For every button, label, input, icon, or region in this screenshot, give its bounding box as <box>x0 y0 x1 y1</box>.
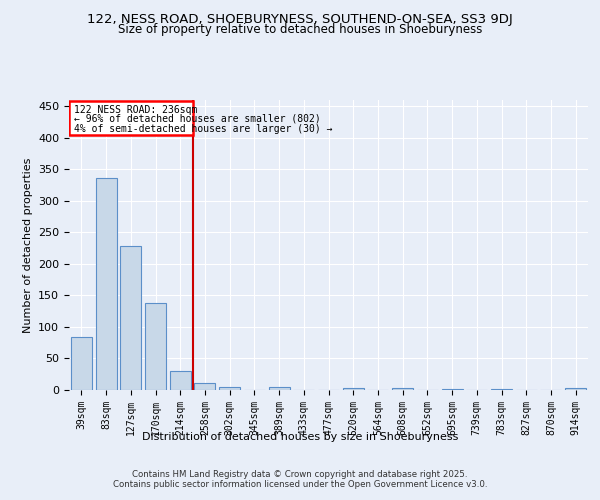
Bar <box>120 246 141 390</box>
Text: 4% of semi-detached houses are larger (30) →: 4% of semi-detached houses are larger (3… <box>74 124 332 134</box>
Text: Contains public sector information licensed under the Open Government Licence v3: Contains public sector information licen… <box>113 480 487 489</box>
Text: ← 96% of detached houses are smaller (802): ← 96% of detached houses are smaller (80… <box>74 114 320 124</box>
Bar <box>194 383 215 390</box>
Text: Distribution of detached houses by size in Shoeburyness: Distribution of detached houses by size … <box>142 432 458 442</box>
Text: Contains HM Land Registry data © Crown copyright and database right 2025.: Contains HM Land Registry data © Crown c… <box>132 470 468 479</box>
Text: 122 NESS ROAD: 236sqm: 122 NESS ROAD: 236sqm <box>74 104 197 115</box>
FancyBboxPatch shape <box>69 102 193 134</box>
Bar <box>392 388 413 390</box>
Bar <box>269 387 290 390</box>
Bar <box>343 388 364 390</box>
Bar <box>565 388 586 390</box>
Bar <box>71 337 92 390</box>
Bar <box>219 388 240 390</box>
Text: 122, NESS ROAD, SHOEBURYNESS, SOUTHEND-ON-SEA, SS3 9DJ: 122, NESS ROAD, SHOEBURYNESS, SOUTHEND-O… <box>87 12 513 26</box>
Text: Size of property relative to detached houses in Shoeburyness: Size of property relative to detached ho… <box>118 22 482 36</box>
Bar <box>170 371 191 390</box>
Bar <box>95 178 116 390</box>
Y-axis label: Number of detached properties: Number of detached properties <box>23 158 32 332</box>
Bar <box>145 303 166 390</box>
Bar <box>442 388 463 390</box>
Bar <box>491 388 512 390</box>
